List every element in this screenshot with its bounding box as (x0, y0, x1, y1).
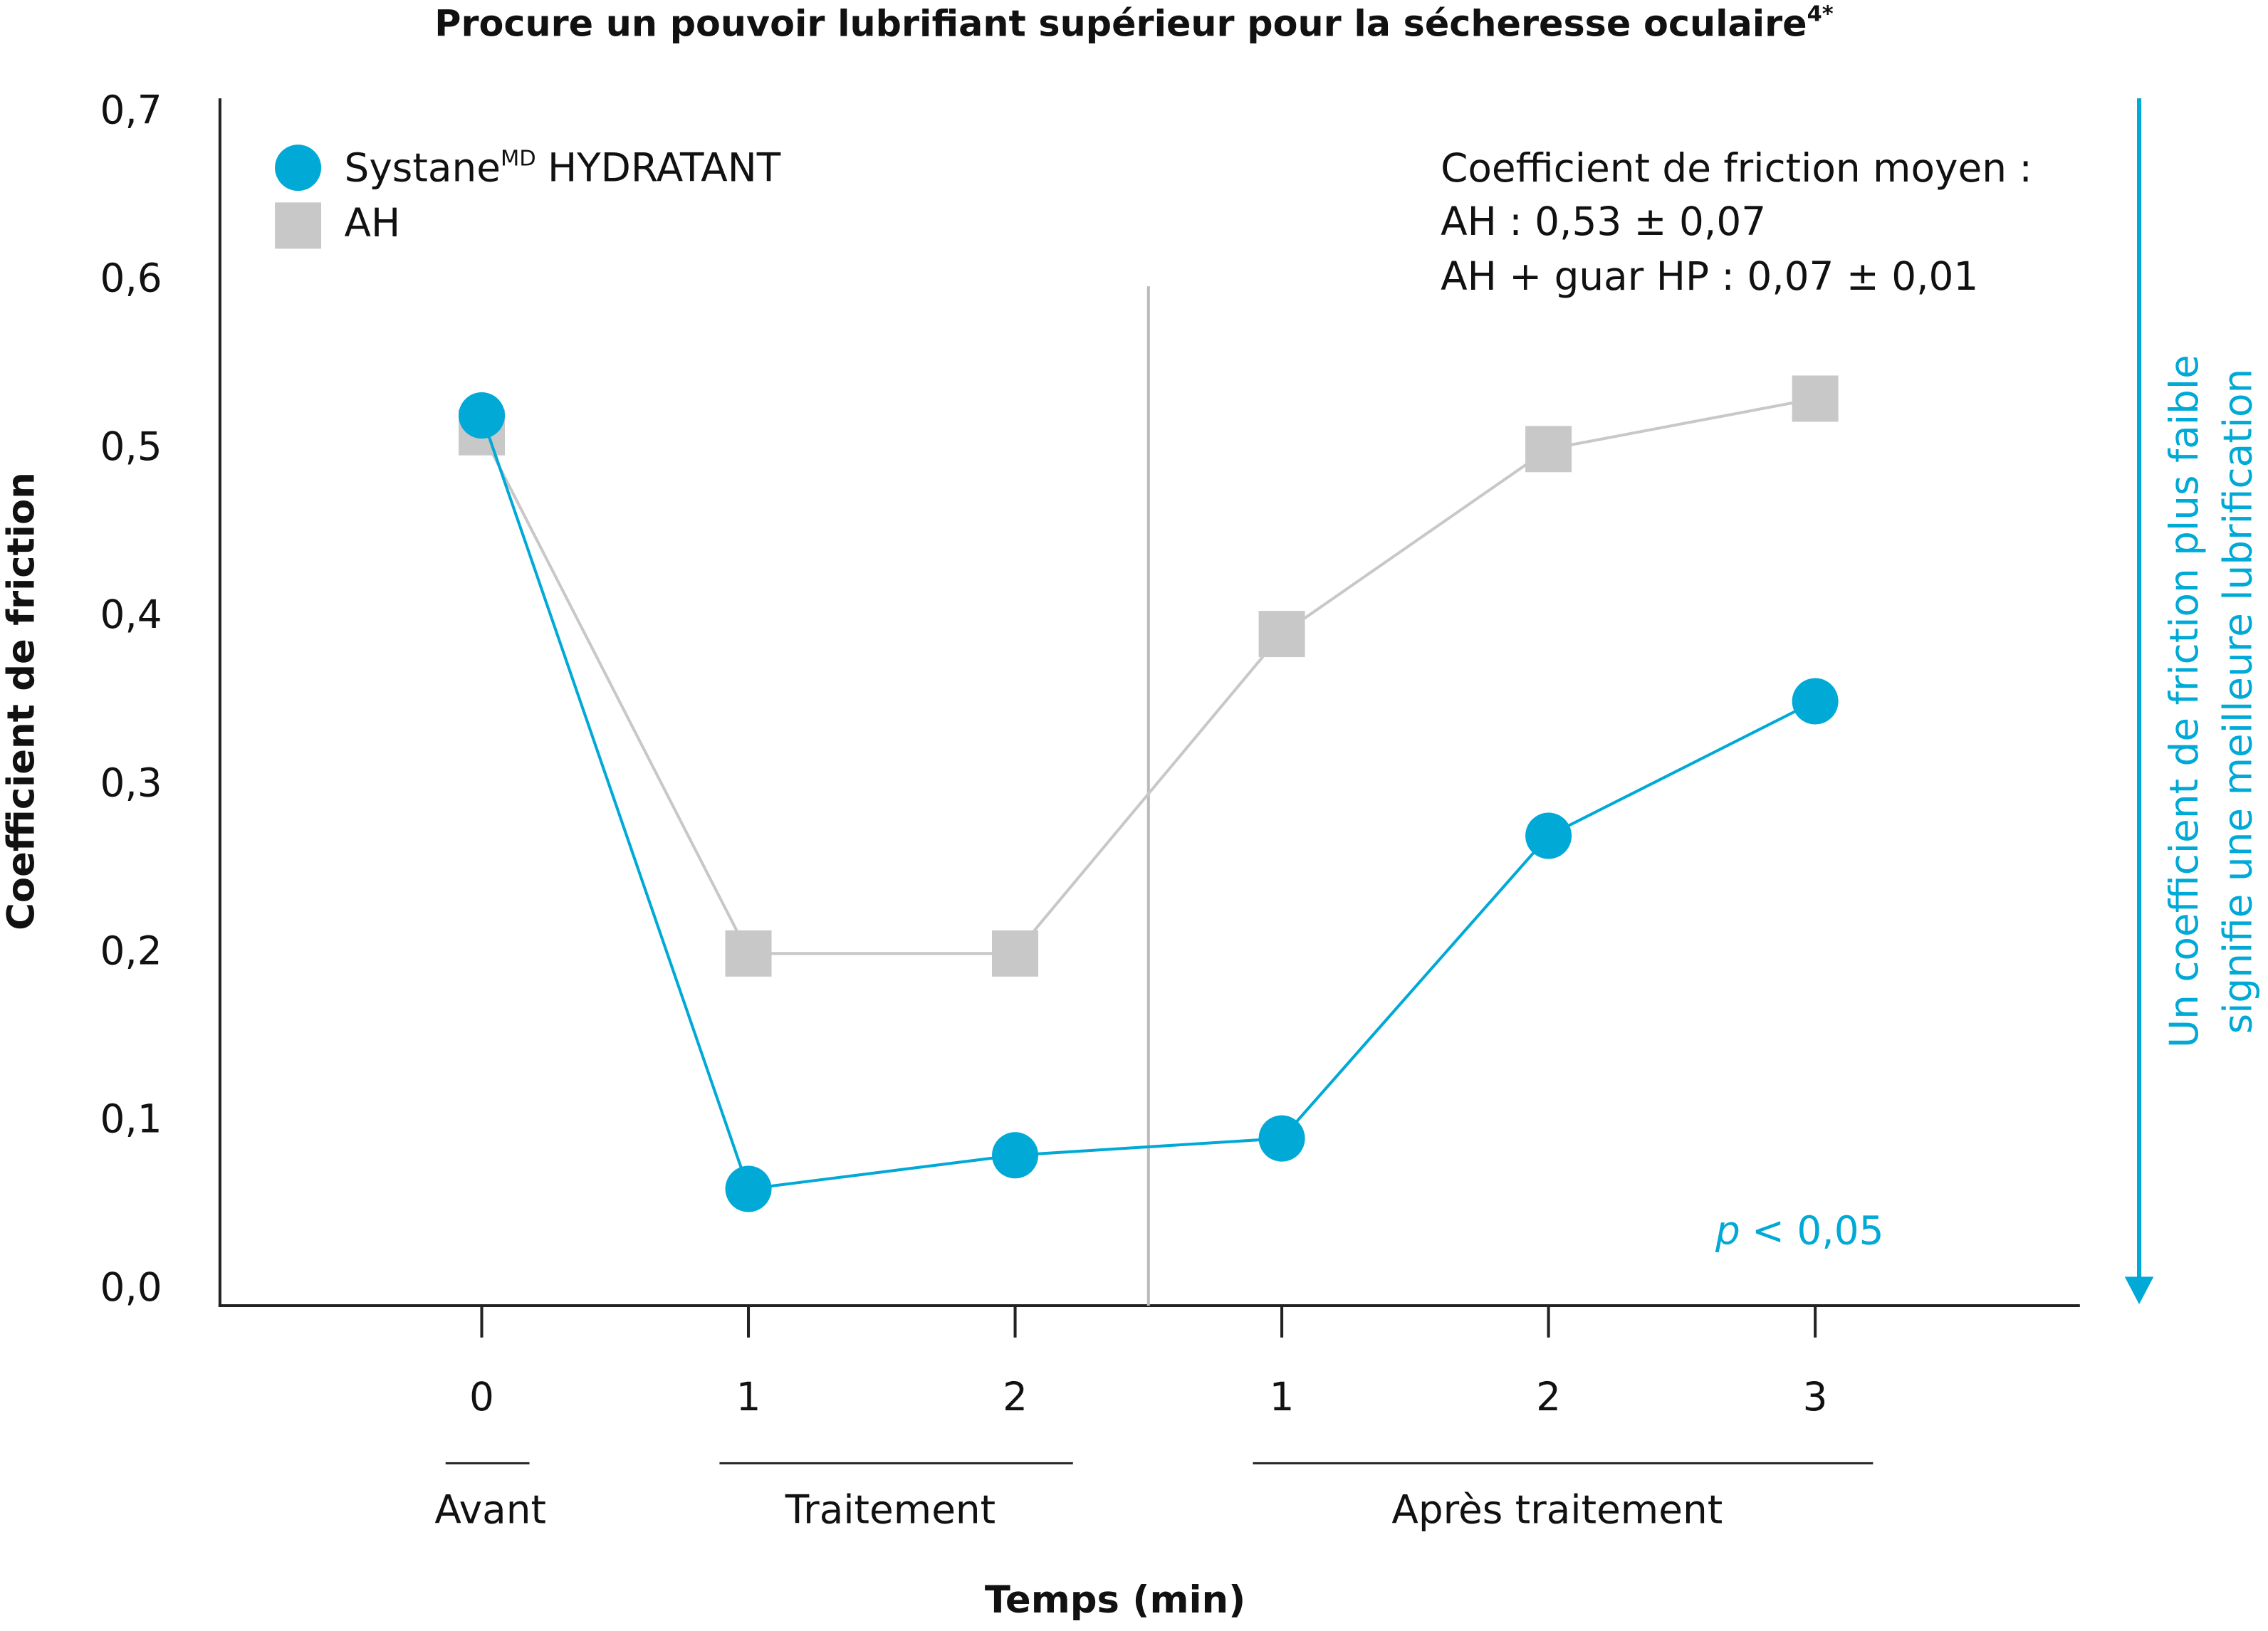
data-point (725, 1165, 772, 1212)
data-point (725, 930, 772, 977)
chart-title: Procure un pouvoir lubrifiant supérieur … (434, 1, 1834, 45)
title-text: Procure un pouvoir lubrifiant supérieur … (434, 3, 1807, 45)
y-tick-label: 0,4 (100, 592, 162, 637)
y-tick-label: 0,7 (100, 88, 162, 133)
arrow-text: signifie une meilleure lubrification (2215, 369, 2260, 1034)
annotation: Coefficient de friction moyen : (1441, 145, 2032, 191)
y-tick-label: 0,3 (100, 760, 162, 805)
p-value: p < 0,05 (1715, 1208, 1884, 1254)
legend-superscript: MD (501, 146, 536, 171)
legend-name: AH (345, 200, 401, 246)
legend-label: AH (345, 200, 401, 246)
annotation: AH + guar HP : 0,07 ± 0,01 (1441, 253, 1978, 299)
group-label: Avant (434, 1487, 546, 1533)
y-tick-label: 0,5 (100, 424, 162, 469)
y-tick-label: 0,0 (100, 1264, 162, 1310)
series-line (480, 397, 1816, 955)
legend-marker (275, 202, 322, 249)
data-point (1525, 426, 1572, 473)
p-text: < 0,05 (1752, 1208, 1883, 1254)
y-tick-label: 0,6 (100, 256, 162, 301)
x-tick-label: 3 (1803, 1374, 1828, 1420)
arrow-head (2124, 1276, 2154, 1304)
data-point (992, 1132, 1039, 1179)
group-label: Traitement (785, 1487, 995, 1533)
p-symbol: p (1715, 1208, 1740, 1254)
data-point (459, 392, 506, 439)
x-tick-label: 0 (469, 1374, 494, 1420)
y-tick-label: 0,2 (100, 928, 162, 973)
data-point (1258, 611, 1305, 658)
legend-name: Systane (345, 145, 501, 191)
data-point (1258, 1115, 1305, 1162)
legend-suffix: HYDRATANT (548, 145, 781, 191)
legend-marker (275, 145, 322, 192)
y-axis-label: Coefficient de friction (0, 472, 43, 930)
data-point (992, 930, 1039, 977)
data-point (1792, 678, 1839, 725)
y-tick-label: 0,1 (100, 1096, 162, 1142)
series-line (480, 414, 1817, 1191)
x-tick-label: 1 (736, 1374, 761, 1420)
data-point (1792, 375, 1839, 422)
annotation: AH : 0,53 ± 0,07 (1441, 199, 1766, 244)
x-axis-label: Temps (min) (985, 1578, 1245, 1622)
legend-label: SystaneMD HYDRATANT (345, 145, 781, 191)
x-tick-label: 2 (1003, 1374, 1028, 1420)
x-tick-label: 1 (1270, 1374, 1295, 1420)
data-point (1525, 812, 1572, 859)
title-superscript: 4* (1807, 1, 1834, 26)
x-tick-label: 2 (1536, 1374, 1561, 1420)
arrow-text: Un coefficient de friction plus faible (2161, 355, 2207, 1048)
group-label: Après traitement (1391, 1487, 1723, 1533)
